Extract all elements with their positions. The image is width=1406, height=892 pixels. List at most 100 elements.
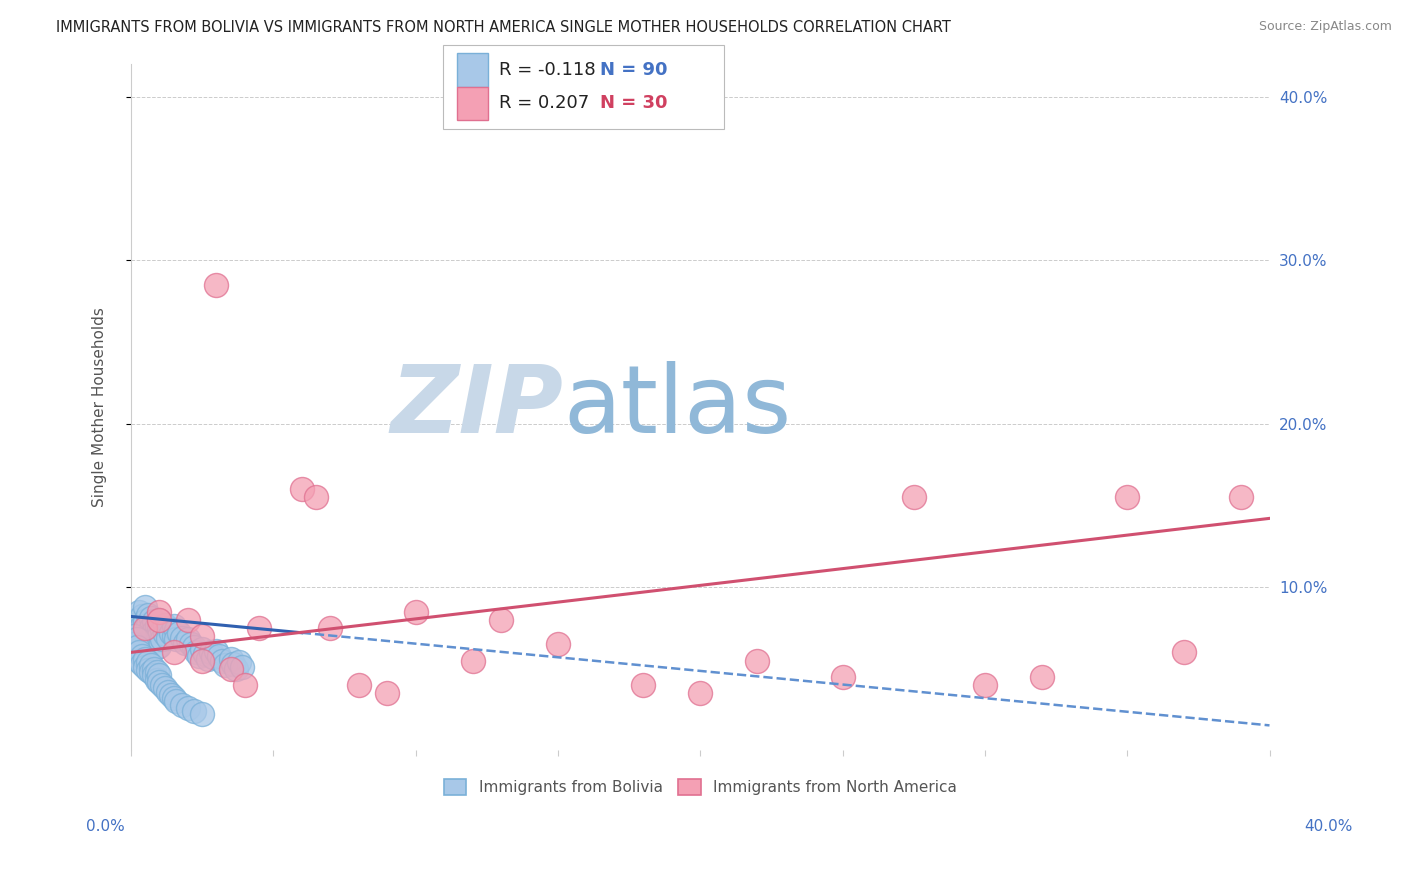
Point [125, 632, 148, 647]
Point [153, 617, 176, 632]
Point [139, 632, 162, 647]
Point [973, 678, 995, 692]
Text: ZIP: ZIP [391, 361, 564, 453]
Point [150, 623, 173, 637]
Point [122, 629, 145, 643]
Point [148, 605, 170, 619]
Point [131, 619, 153, 633]
Point [131, 657, 153, 671]
Point [489, 613, 512, 627]
Point [162, 619, 184, 633]
Point [128, 645, 150, 659]
Point [142, 668, 165, 682]
Point [156, 631, 179, 645]
Point [194, 647, 217, 661]
Point [233, 678, 256, 692]
Point [1031, 670, 1053, 684]
Point [136, 655, 159, 669]
Point [122, 637, 145, 651]
Point [156, 684, 179, 698]
Point [747, 654, 769, 668]
Point [134, 624, 156, 639]
Point [208, 648, 231, 663]
Point [166, 694, 188, 708]
Point [145, 673, 167, 688]
Point [202, 650, 225, 665]
Point [205, 277, 228, 292]
Point [903, 490, 925, 504]
Point [291, 482, 314, 496]
Point [831, 670, 853, 684]
Point [461, 654, 484, 668]
Text: atlas: atlas [564, 361, 792, 453]
Point [153, 681, 176, 696]
Point [191, 654, 214, 668]
Point [145, 619, 167, 633]
Point [136, 607, 159, 622]
Point [139, 621, 162, 635]
Text: R = -0.118: R = -0.118 [499, 61, 596, 78]
Point [162, 629, 184, 643]
Point [145, 640, 167, 655]
Point [159, 625, 181, 640]
Point [205, 644, 228, 658]
Point [134, 660, 156, 674]
Text: 0.0%: 0.0% [86, 820, 125, 834]
Point [228, 655, 250, 669]
Point [159, 688, 181, 702]
Point [186, 645, 208, 659]
Point [1173, 645, 1195, 659]
Point [142, 615, 165, 629]
Point [191, 629, 214, 643]
Point [142, 662, 165, 676]
Point [142, 624, 165, 639]
Point [305, 490, 328, 504]
Y-axis label: Single Mother Households: Single Mother Households [93, 308, 107, 508]
Point [139, 665, 162, 679]
Point [1230, 490, 1253, 504]
Point [177, 632, 200, 647]
Point [214, 658, 236, 673]
Point [128, 605, 150, 619]
Point [148, 668, 170, 682]
Point [125, 613, 148, 627]
Point [162, 691, 184, 706]
Point [145, 665, 167, 679]
Point [689, 686, 711, 700]
Point [131, 629, 153, 643]
Point [131, 609, 153, 624]
Point [183, 704, 205, 718]
Point [169, 625, 191, 640]
Text: 40.0%: 40.0% [1305, 820, 1353, 834]
Point [375, 686, 398, 700]
Point [134, 599, 156, 614]
Point [166, 623, 188, 637]
Point [231, 660, 253, 674]
Point [156, 621, 179, 635]
Point [547, 637, 569, 651]
Point [153, 627, 176, 641]
Text: N = 90: N = 90 [600, 61, 668, 78]
Point [191, 707, 214, 722]
Point [125, 621, 148, 635]
Point [134, 615, 156, 629]
Text: Source: ZipAtlas.com: Source: ZipAtlas.com [1258, 20, 1392, 33]
Point [1116, 490, 1139, 504]
Point [188, 648, 211, 663]
Text: N = 30: N = 30 [600, 95, 668, 112]
Legend: Immigrants from Bolivia, Immigrants from North America: Immigrants from Bolivia, Immigrants from… [437, 773, 963, 801]
Point [162, 645, 184, 659]
Point [136, 617, 159, 632]
Point [319, 621, 342, 635]
Point [148, 629, 170, 643]
Point [166, 632, 188, 647]
Point [128, 654, 150, 668]
Point [222, 657, 245, 671]
Point [148, 674, 170, 689]
Point [148, 639, 170, 653]
Point [134, 652, 156, 666]
Point [148, 613, 170, 627]
Point [128, 625, 150, 640]
Point [405, 605, 427, 619]
Point [150, 632, 173, 647]
